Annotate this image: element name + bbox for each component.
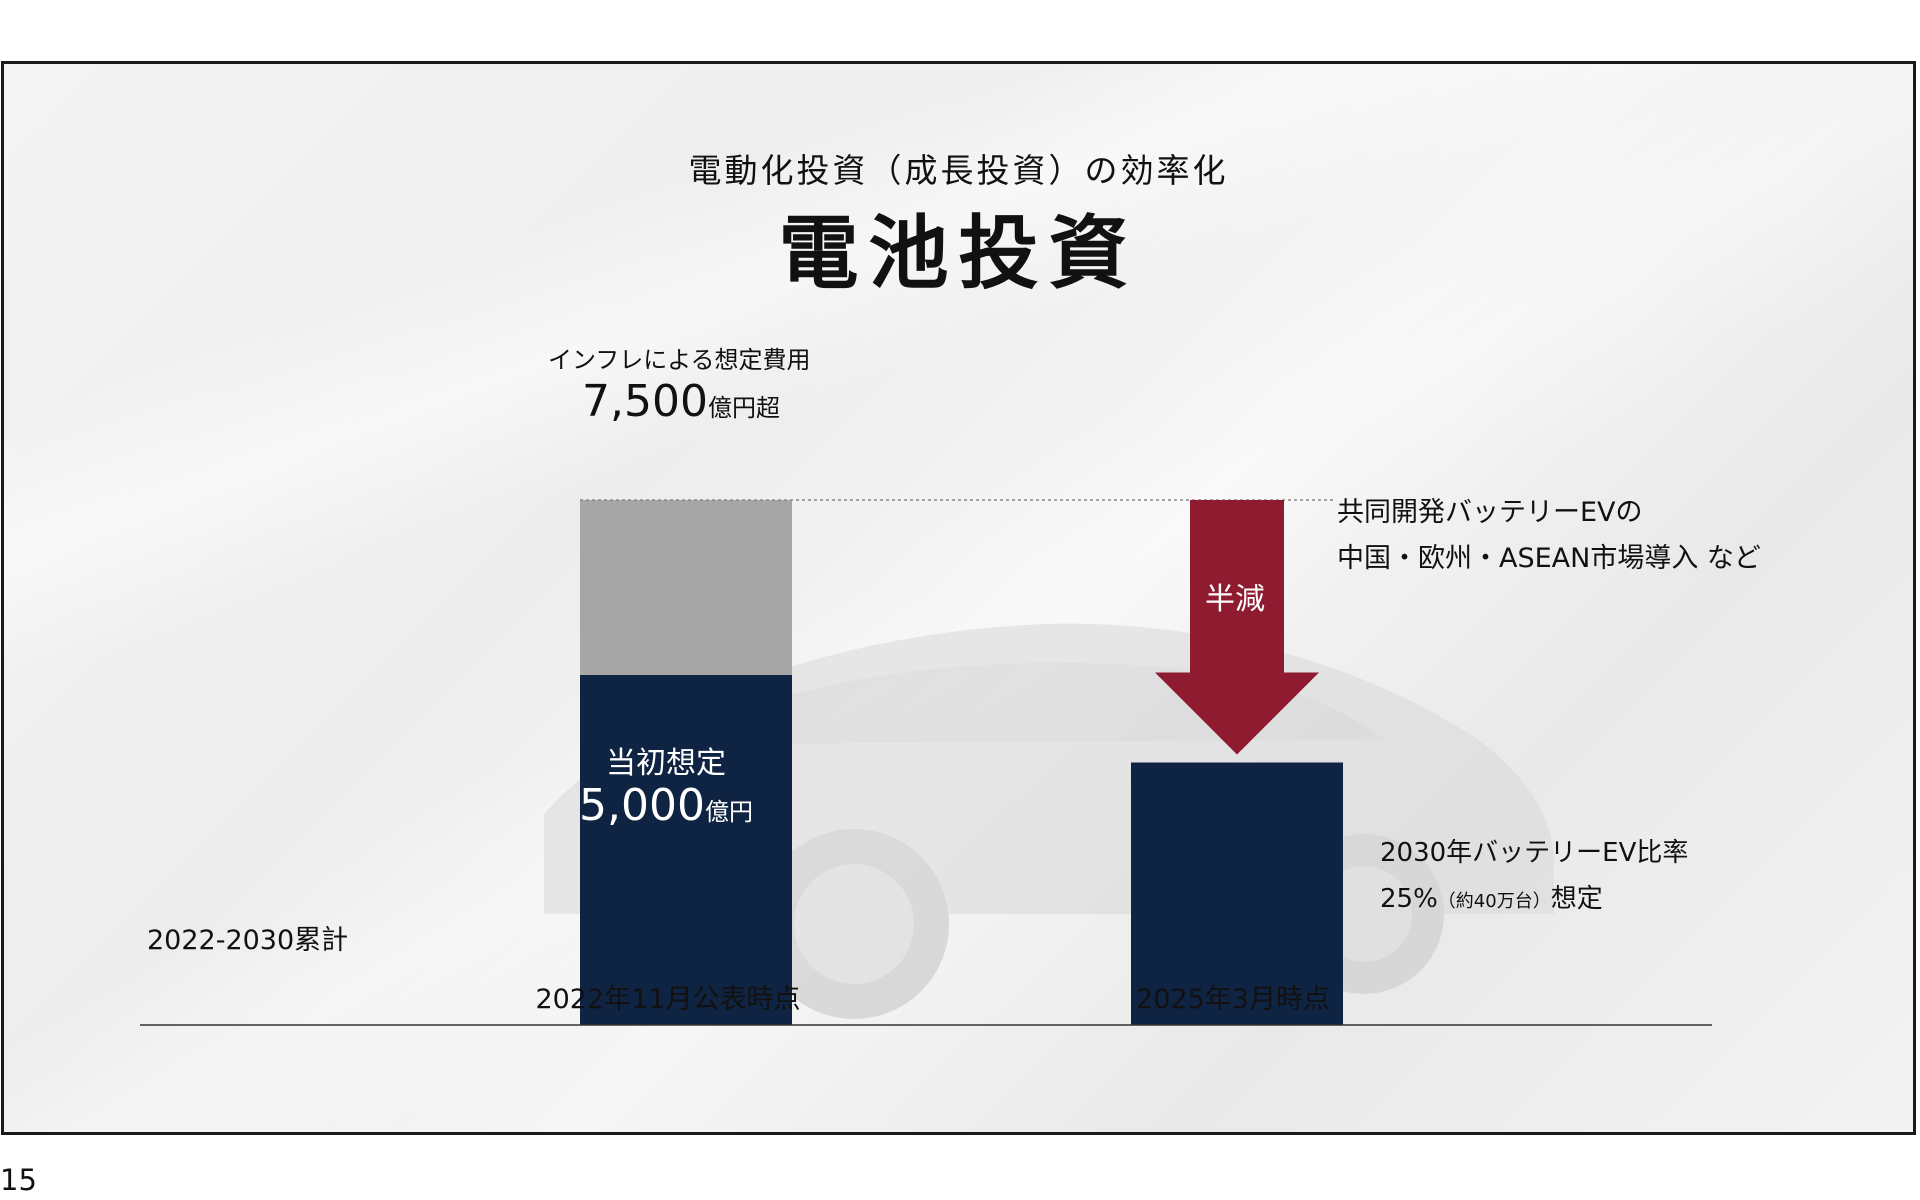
inflation-cost-number: 7,500 — [582, 376, 708, 427]
initial-estimate-number: 5,000 — [579, 780, 705, 831]
initial-estimate-unit: 億円 — [704, 798, 753, 826]
x-label-2022: 2022年11月公表時点 — [535, 984, 801, 1015]
ev-ratio-percent: 25% — [1380, 884, 1438, 914]
ev-ratio-units: （約40万台） — [1437, 891, 1551, 912]
inflation-cost-label: インフレによる想定費用 — [548, 346, 811, 374]
reduction-note-line1: 共同開発バッテリーEVの — [1337, 497, 1643, 528]
halved-label: 半減 — [1205, 582, 1265, 617]
ev-ratio-suffix: 想定 — [1550, 884, 1603, 914]
reduction-note: 共同開発バッテリーEVの 中国・欧州・ASEAN市場導入 など — [1337, 490, 1761, 582]
background-glare — [4, 64, 1913, 1132]
bar-base-2 — [1131, 762, 1343, 1025]
initial-estimate-value: 5,000億円 — [560, 780, 772, 831]
slide-subtitle: 電動化投資（成長投資）の効率化 — [688, 151, 1229, 190]
reduction-arrow — [1155, 500, 1319, 755]
initial-estimate-label: 当初想定 — [606, 746, 726, 781]
inflation-cost-value: 7,500億円超 — [582, 376, 780, 427]
ev-ratio-note-line1: 2030年バッテリーEV比率 — [1380, 838, 1689, 868]
bars-group — [580, 500, 1343, 1025]
slide-title: 電池投資 — [778, 207, 1139, 300]
ev-ratio-note: 2030年バッテリーEV比率 25%（約40万台）想定 — [1380, 830, 1688, 925]
reduction-note-line2: 中国・欧州・ASEAN市場導入 など — [1337, 543, 1761, 574]
ev-ratio-note-line2: 25%（約40万台）想定 — [1380, 876, 1688, 925]
bar-inflation-1 — [580, 500, 792, 675]
inflation-cost-unit: 億円超 — [707, 394, 780, 422]
page-number: 15 — [0, 1163, 37, 1197]
cumulative-period-label: 2022-2030累計 — [147, 925, 349, 956]
slide-frame: 電動化投資（成長投資）の効率化 電池投資 — [1, 61, 1916, 1135]
bar-base-1 — [580, 675, 792, 1025]
x-label-2025: 2025年3月時点 — [1136, 984, 1330, 1015]
